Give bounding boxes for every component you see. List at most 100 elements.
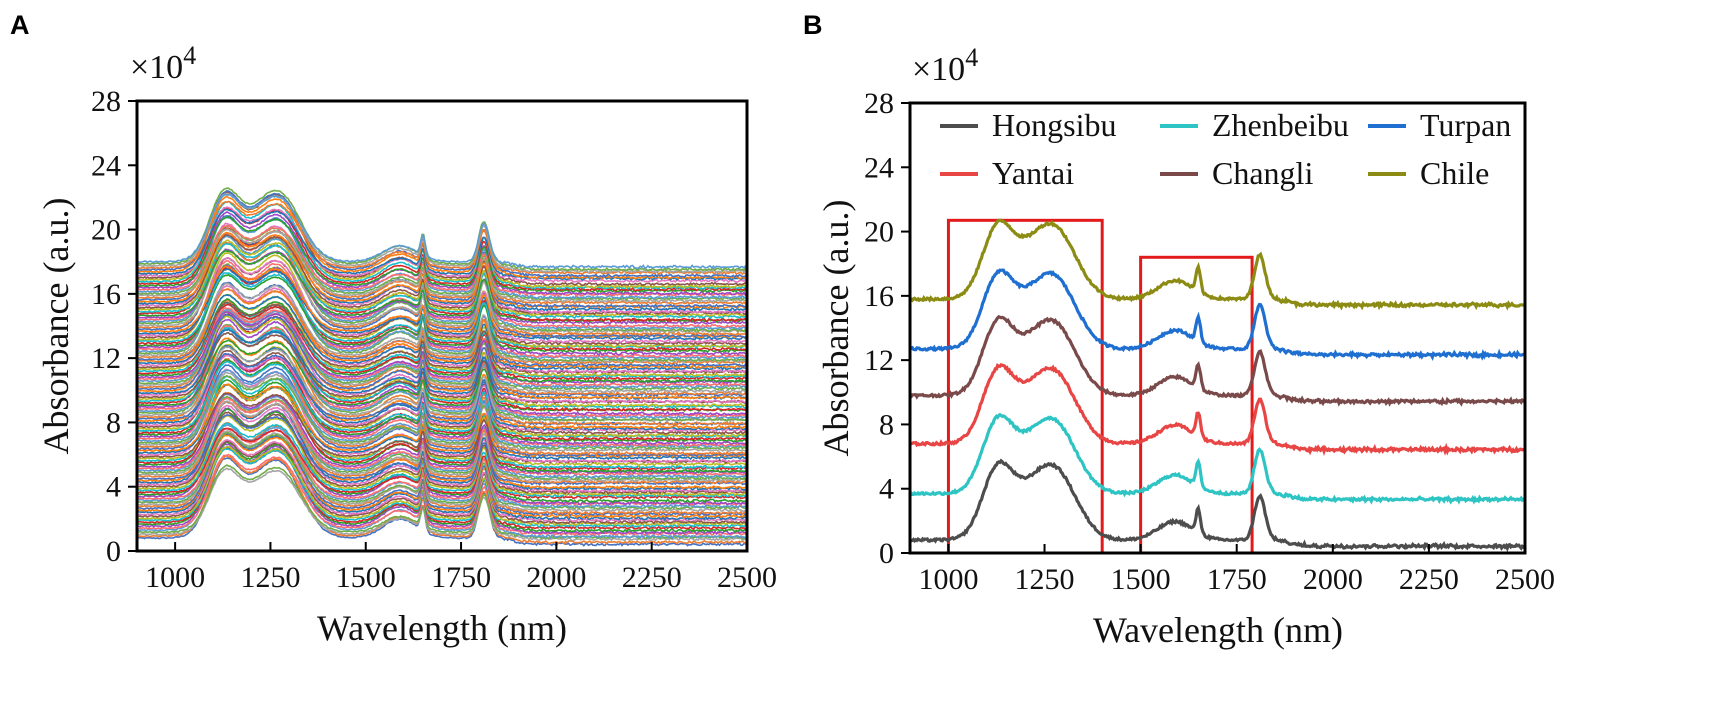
- panel-a-spectrum-line: [136, 374, 747, 451]
- panel-a-spectrum-line: [136, 193, 748, 270]
- panel-b-x-tick-label: 1000: [918, 563, 978, 596]
- panel-a-spectrum-line: [136, 208, 748, 282]
- panel-a-y-tick-label: 0: [106, 535, 121, 568]
- panel-a-spectrum-line: [136, 397, 748, 477]
- legend-label-changli: Changli: [1212, 155, 1313, 191]
- panel-a-spectrum-line: [136, 318, 748, 417]
- panel-b-x-ticks: 1000 1250 1500 1750 2000 2250 2500: [918, 544, 1555, 596]
- panel-a-y-tick-label: 28: [91, 85, 121, 118]
- panel-a-spectrum-line: [136, 369, 748, 449]
- panel-a-spectrum-line: [136, 346, 748, 423]
- panel-a-spectrum-line: [136, 224, 748, 298]
- panel-b-x-tick-label: 2250: [1399, 563, 1459, 596]
- panel-a-y-tick-label: 12: [91, 342, 121, 375]
- panel-a-x-tick-label: 1000: [145, 561, 205, 594]
- panel-a-spectrum-line: [137, 308, 748, 390]
- panel-a-spectrum-line: [136, 464, 748, 540]
- panel-b-x-tick-label: 2500: [1495, 563, 1555, 596]
- panel-a-plot-frame: [135, 99, 749, 553]
- panel-a-y-tick-label: 24: [91, 149, 121, 182]
- panel-b-y-tick-label: 8: [879, 408, 894, 441]
- panel-a-spectrum-line: [136, 432, 748, 517]
- panel-a-spectrum-line: [136, 431, 748, 511]
- panel-a-spectrum-line: [136, 440, 748, 534]
- panel-a-spectrum-line: [136, 392, 748, 465]
- panel-b-x-tick-label: 1750: [1207, 563, 1267, 596]
- panel-a-y-tick-label: 16: [91, 278, 121, 311]
- panel-b-multiplier: ×104: [912, 43, 978, 88]
- panel-b-label: B: [803, 10, 823, 40]
- panel-a-spectrum-line: [137, 427, 748, 500]
- panel-b-x-tick-label: 2000: [1303, 563, 1363, 596]
- panel-a-spectrum-line: [136, 252, 748, 349]
- panel-b-plot-frame: [908, 101, 1527, 555]
- panel-a-chart: 1000 1250 1500 1750 2000 2250 2500 0 4 8 12 16 20 24…: [36, 41, 777, 648]
- legend-label-hongsibu: Hongsibu: [992, 107, 1116, 143]
- panel-a-spectrum-line: [136, 383, 748, 461]
- panel-a-spectrum-line: [136, 354, 748, 446]
- panel-b-spectra: [908, 218, 1526, 553]
- panel-a-spectrum-line: [137, 375, 748, 470]
- panel-a-spectra: [136, 187, 748, 547]
- panel-a-spectrum-line: [136, 206, 748, 284]
- panel-a-spectrum-line: [136, 243, 748, 320]
- panel-a-x-tick-label: 2250: [622, 561, 682, 594]
- panel-a-spectrum-line: [136, 378, 748, 474]
- panel-a-x-tick-label: 2500: [717, 561, 777, 594]
- panel-a-spectrum-line: [136, 349, 748, 436]
- panel-a-spectrum-line: [136, 445, 748, 527]
- legend-label-chile: Chile: [1420, 155, 1489, 191]
- panel-a-x-axis-title: Wavelength (nm): [317, 608, 567, 648]
- panel-a-spectrum-line: [136, 404, 748, 494]
- panel-a-spectrum-line: [136, 288, 748, 366]
- panel-b-chart: 1000 1250 1500 1750 2000 2250 2500 0 4 8 12 16 20 24…: [816, 43, 1555, 650]
- panel-a-spectrum-line: [136, 200, 748, 276]
- panel-a-spectrum-line: [136, 440, 748, 525]
- panel-b-x-tick-label: 1500: [1111, 563, 1171, 596]
- panel-a-y-axis-title: Absorbance (a.u.): [36, 198, 76, 455]
- legend-label-zhenbeibu: Zhenbeibu: [1212, 107, 1349, 143]
- panel-b-y-tick-label: 0: [879, 537, 894, 570]
- panel-a-spectrum-line: [136, 235, 748, 331]
- legend-label-yantai: Yantai: [992, 155, 1074, 191]
- panel-a-spectrum-line: [136, 216, 748, 294]
- panel-a-spectrum-line: [136, 447, 748, 529]
- panel-b-x-tick-label: 1250: [1015, 563, 1075, 596]
- panel-a-spectrum-line: [136, 282, 748, 364]
- panel-a-spectrum-line: [137, 414, 748, 497]
- panel-a-spectrum-line: [136, 408, 748, 504]
- panel-b-series-chile: [909, 218, 1525, 311]
- panel-b-series-changli: [909, 314, 1525, 407]
- panel-b-x-axis-title: Wavelength (nm): [1093, 610, 1343, 650]
- panel-a-spectrum-line: [136, 195, 748, 280]
- panel-b-y-tick-label: 16: [864, 280, 894, 313]
- panel-b-y-ticks: 0 4 8 12 16 20 24 28: [864, 87, 910, 570]
- panel-a-spectrum-line: [136, 395, 748, 482]
- panel-b-y-tick-label: 24: [864, 151, 894, 184]
- panel-a-spectrum-line: [136, 307, 748, 388]
- panel-a-spectrum-line: [137, 303, 747, 381]
- panel-b-y-tick-label: 4: [879, 473, 894, 506]
- panel-a-x-ticks: 1000 1250 1500 1750 2000 2250 2500: [145, 542, 777, 594]
- panel-b-y-tick-label: 12: [864, 344, 894, 377]
- panel-a-spectrum-line: [136, 430, 748, 513]
- panel-a-spectrum-line: [136, 434, 748, 519]
- panel-b-y-axis-title: Absorbance (a.u.): [816, 200, 856, 457]
- panel-a-multiplier: ×104: [130, 41, 196, 86]
- panel-a-spectrum-line: [136, 260, 748, 359]
- panel-a-spectrum-line: [136, 393, 748, 479]
- panel-a-spectrum-line: [136, 358, 748, 443]
- panel-a-x-tick-label: 1750: [431, 561, 491, 594]
- panel-a-spectrum-line: [136, 422, 748, 499]
- panel-a-spectrum-line: [136, 315, 748, 408]
- panel-a-label: A: [10, 10, 30, 40]
- panel-b-series-zhenbeibu: [909, 412, 1525, 505]
- panel-a-spectrum-line: [136, 455, 748, 546]
- panel-a-spectrum-line: [137, 242, 748, 337]
- panel-a-spectrum-line: [136, 228, 748, 304]
- panel-a-y-tick-label: 8: [106, 406, 121, 439]
- panel-a-spectrum-line: [136, 239, 748, 318]
- panel-a-spectrum-line: [136, 200, 748, 291]
- panel-a-spectrum-line: [136, 268, 748, 341]
- panel-b-legend: Hongsibu Zhenbeibu Turpan Yantai Changli Chil…: [940, 107, 1511, 191]
